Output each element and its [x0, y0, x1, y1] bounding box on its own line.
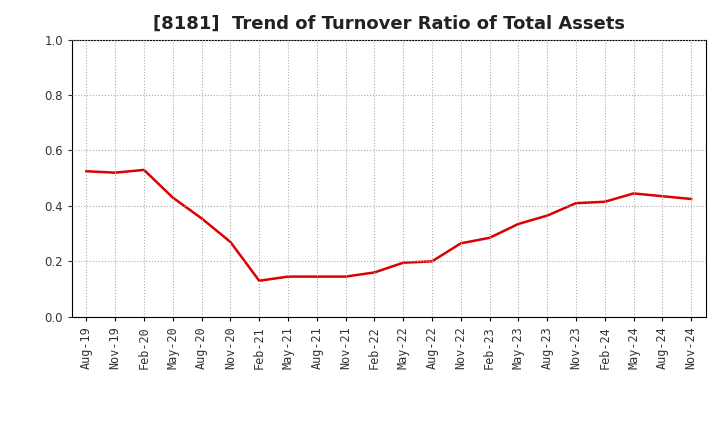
Title: [8181]  Trend of Turnover Ratio of Total Assets: [8181] Trend of Turnover Ratio of Total …: [153, 15, 625, 33]
